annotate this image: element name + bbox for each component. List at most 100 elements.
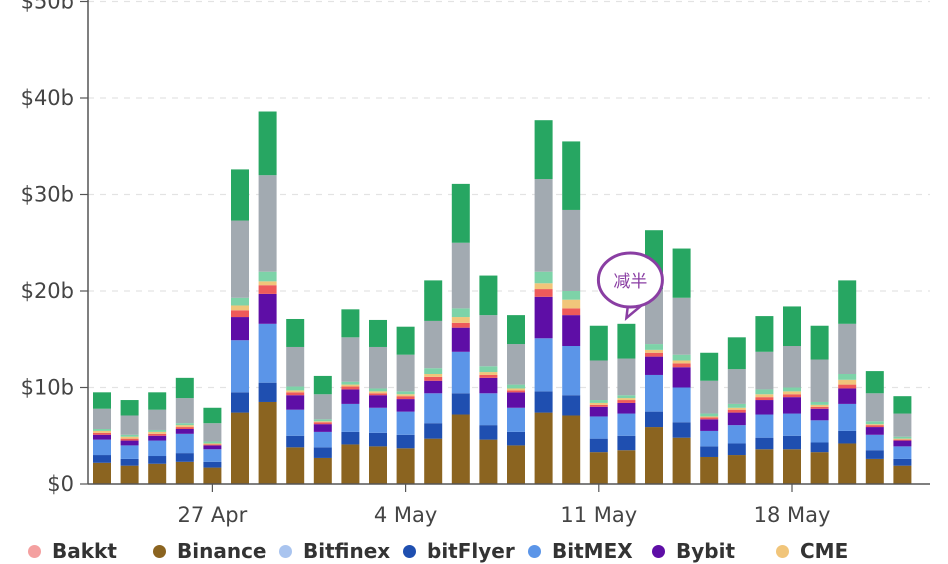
bar-stack: [589, 325, 608, 484]
bar-segment-bitmex: [672, 387, 691, 423]
bar-segment-bybit: [369, 395, 387, 408]
legend-swatch: [279, 544, 292, 558]
bar-segment-binance: [672, 437, 691, 484]
legend-item-bitflyer[interactable]: bitFlyer: [403, 538, 515, 564]
bar-segment-bitflyer: [424, 423, 443, 439]
bar-segment-bitflyer: [313, 447, 332, 458]
bar-segment-bakkt: [341, 386, 360, 390]
bar-segment: [589, 400, 608, 403]
bar-segment: [755, 389, 774, 395]
bar-segment-bitflyer: [451, 393, 470, 415]
bar-segment-cme: [396, 394, 415, 397]
bar-segment-binance: [231, 412, 249, 484]
bar-segment-bitmex: [534, 338, 553, 392]
bar-segment-binance: [589, 452, 608, 484]
legend-item-bakkt[interactable]: Bakkt: [28, 538, 117, 564]
bar-segment-bakkt: [231, 310, 249, 318]
bar-segment-binance: [479, 439, 498, 484]
bar-segment-cme: [865, 424, 884, 426]
bar-segment-bitflyer: [700, 446, 719, 457]
legend-item-bitmex[interactable]: BitMEX: [528, 538, 633, 564]
bar-segment-bakkt: [148, 433, 167, 436]
bar-segment: [231, 169, 249, 221]
legend-item-bitfinex[interactable]: Bitfinex: [279, 538, 390, 564]
bar-segment-bitmex: [120, 445, 139, 459]
bar-segment: [672, 354, 691, 361]
bar-segment-bitflyer: [396, 434, 415, 449]
bar-segment: [755, 316, 774, 352]
bar-segment-bakkt: [617, 400, 636, 403]
bar-segment-bitmex: [479, 393, 498, 426]
bar-segment-bybit: [562, 315, 581, 347]
bar-segment: [369, 319, 387, 347]
bar-segment: [396, 354, 415, 392]
bar-stack: [451, 183, 470, 484]
legend-swatch: [776, 544, 789, 558]
bar-segment: [148, 429, 167, 432]
bar-segment-bitmex: [396, 411, 415, 435]
y-tick-label: $50b: [21, 0, 74, 14]
bar-segment: [672, 248, 691, 298]
bars: [93, 111, 912, 484]
bar-stack: [231, 169, 249, 484]
bar-segment-bitmex: [231, 340, 249, 393]
bar-segment-cme: [700, 416, 719, 418]
legend-label: Bybit: [676, 539, 736, 563]
legend-swatch: [153, 544, 166, 558]
bar-segment-bitflyer: [672, 422, 691, 438]
legend-item-bybit[interactable]: Bybit: [652, 538, 735, 564]
bar-segment-cme: [727, 407, 746, 410]
bar-stack: [562, 141, 581, 484]
bar-segment-bitflyer: [258, 382, 277, 402]
bar-segment: [562, 141, 581, 210]
bar-stack: [755, 316, 774, 484]
bar-segment-bybit: [479, 377, 498, 394]
bar-segment: [534, 179, 553, 272]
bar-segment-cme: [93, 430, 111, 433]
bar-segment: [451, 242, 470, 309]
bar-segment-bybit: [175, 428, 194, 434]
bar-segment-bakkt: [93, 432, 111, 435]
bar-segment-bybit: [838, 388, 857, 404]
annotation-joint: [624, 296, 639, 304]
bar-segment: [313, 394, 332, 420]
bar-segment-bitflyer: [175, 453, 194, 462]
bar-segment: [645, 344, 663, 350]
bar-segment-cme: [369, 391, 387, 394]
bar-segment-bybit: [313, 424, 332, 432]
bar-segment-bitmex: [700, 430, 719, 447]
bar-segment-bakkt: [810, 406, 829, 409]
bar-segment-bitflyer: [479, 425, 498, 440]
bar-segment-bybit: [810, 408, 829, 421]
legend-item-binance[interactable]: Binance: [153, 538, 267, 564]
legend-label: Binance: [177, 539, 267, 563]
bar-segment-cme: [562, 299, 581, 309]
bar-segment-binance: [258, 401, 277, 484]
bar-segment-bybit: [893, 440, 912, 447]
legend-item-cme[interactable]: CME: [776, 538, 848, 564]
bar-segment: [700, 413, 719, 417]
bar-segment-bakkt: [589, 404, 608, 407]
bar-segment: [148, 409, 167, 430]
bar-segment-bybit: [120, 440, 139, 446]
bar-segment-bitmex: [645, 374, 663, 412]
bar-segment-bakkt: [396, 396, 415, 400]
bar-stack: [424, 280, 443, 484]
bar-segment-bybit: [865, 427, 884, 435]
bar-segment: [838, 323, 857, 374]
legend-swatch: [528, 544, 541, 558]
bar-segment-bitmex: [175, 433, 194, 454]
bar-segment: [672, 297, 691, 355]
bar-segment-binance: [369, 446, 387, 484]
bar-segment-bakkt: [865, 425, 884, 428]
bar-segment-bitmex: [838, 403, 857, 431]
bar-segment-bybit: [534, 296, 553, 339]
bar-segment-bybit: [589, 406, 608, 417]
bar-stack: [396, 326, 415, 484]
legend-swatch: [652, 544, 665, 558]
bar-segment-bitflyer: [203, 461, 222, 468]
y-tick-label: $10b: [21, 376, 74, 400]
bar-segment-bakkt: [727, 409, 746, 413]
bar-segment: [865, 371, 884, 394]
bar-segment: [341, 381, 360, 385]
